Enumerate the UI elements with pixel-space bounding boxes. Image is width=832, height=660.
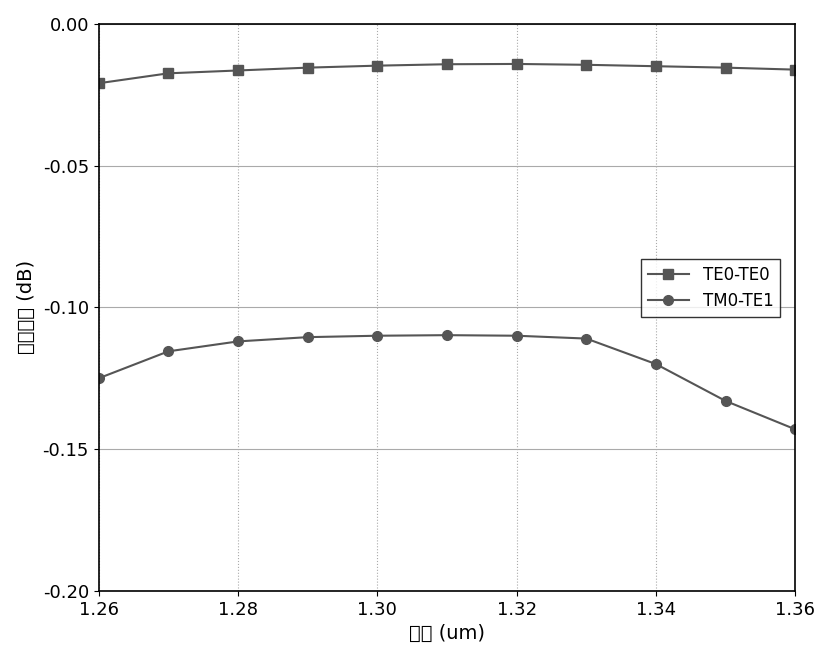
TE0-TE0 bbox=[442, 60, 452, 68]
TE0-TE0 bbox=[790, 65, 800, 73]
TM0-TE1 bbox=[442, 331, 452, 339]
TM0-TE1 bbox=[512, 332, 522, 340]
TE0-TE0 bbox=[233, 67, 243, 75]
TE0-TE0 bbox=[373, 61, 383, 69]
Line: TE0-TE0: TE0-TE0 bbox=[94, 59, 800, 88]
TM0-TE1 bbox=[582, 335, 592, 343]
Y-axis label: 转换效率 (dB): 转换效率 (dB) bbox=[17, 260, 36, 354]
TM0-TE1 bbox=[233, 337, 243, 345]
Line: TM0-TE1: TM0-TE1 bbox=[94, 330, 800, 434]
TE0-TE0 bbox=[721, 63, 730, 71]
TM0-TE1 bbox=[790, 426, 800, 434]
TM0-TE1 bbox=[651, 360, 661, 368]
TE0-TE0 bbox=[651, 62, 661, 70]
TM0-TE1 bbox=[303, 333, 313, 341]
TM0-TE1 bbox=[721, 397, 730, 405]
TM0-TE1 bbox=[163, 347, 173, 355]
TM0-TE1 bbox=[373, 332, 383, 340]
TE0-TE0 bbox=[512, 60, 522, 68]
TE0-TE0 bbox=[94, 79, 104, 87]
TE0-TE0 bbox=[303, 63, 313, 71]
X-axis label: 波长 (um): 波长 (um) bbox=[409, 624, 485, 644]
TE0-TE0 bbox=[582, 61, 592, 69]
Legend: TE0-TE0, TM0-TE1: TE0-TE0, TM0-TE1 bbox=[641, 259, 780, 317]
TM0-TE1 bbox=[94, 374, 104, 382]
TE0-TE0 bbox=[163, 69, 173, 77]
